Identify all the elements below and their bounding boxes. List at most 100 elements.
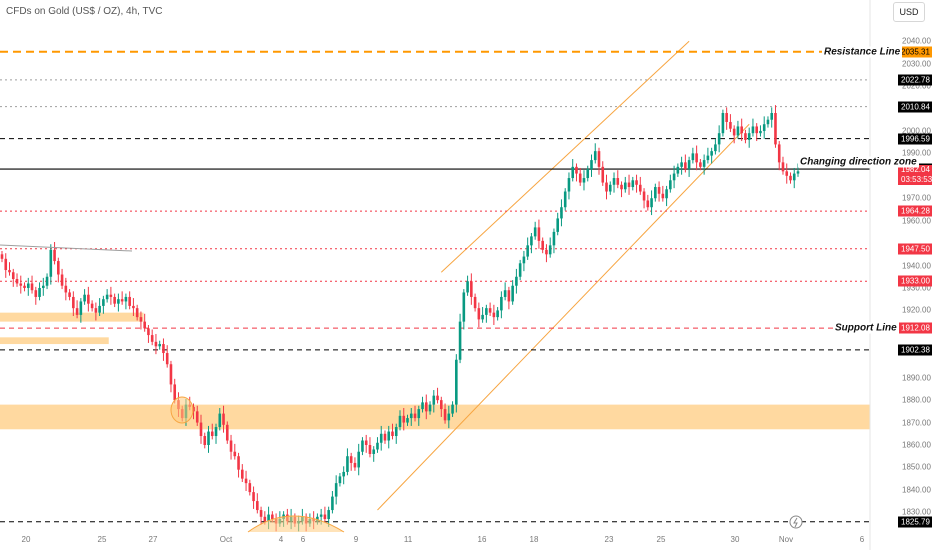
time-tick-5: 6 — [300, 535, 306, 544]
candle-body-8 — [30, 283, 34, 291]
price-tick-2040: 2040.00 — [902, 36, 931, 46]
candle-body-88 — [331, 496, 334, 511]
candle-body-113 — [424, 402, 428, 412]
currency-button[interactable]: USD — [893, 2, 925, 22]
candle-body-141 — [530, 236, 533, 246]
candle-body-150 — [563, 191, 567, 208]
candle-body-95 — [357, 451, 360, 468]
candle-body-164 — [616, 178, 620, 185]
time-tick-3: Oct — [219, 535, 233, 544]
candle-body-33 — [124, 296, 128, 302]
candle-body-126 — [473, 296, 477, 309]
candle-body-155 — [582, 178, 586, 183]
price-tick-2000: 2000.00 — [902, 126, 931, 136]
candle-body-168 — [631, 180, 635, 188]
candle-body-39 — [147, 328, 150, 336]
candle-body-7 — [26, 283, 30, 288]
time-tick-1: 25 — [97, 535, 107, 544]
candle-body-69 — [259, 510, 263, 517]
candle-body-28 — [105, 294, 109, 300]
candle-body-112 — [421, 402, 424, 410]
candle-body-30 — [113, 296, 116, 304]
candle-body-131 — [492, 312, 496, 318]
candle-body-117 — [440, 400, 443, 410]
candle-body-152 — [571, 166, 575, 179]
candle-body-156 — [586, 169, 590, 179]
candle-body-166 — [623, 182, 627, 190]
candle-body-194 — [729, 121, 732, 129]
candle-body-143 — [537, 227, 541, 241]
price-tick-1930: 1930.00 — [902, 283, 931, 293]
candle-body-195 — [732, 128, 736, 136]
candle-body-154 — [578, 173, 582, 183]
candle-body-159 — [597, 151, 601, 167]
candle-body-17 — [64, 285, 68, 293]
candle-body-187 — [702, 160, 706, 167]
candle-body-89 — [334, 483, 338, 497]
lightning-glyph — [793, 517, 798, 528]
candle-body-147 — [552, 231, 556, 246]
candle-body-106 — [398, 415, 402, 428]
price-tick-1960: 1960.00 — [902, 216, 931, 226]
candle-body-137 — [515, 276, 518, 286]
candle-body-34 — [128, 296, 131, 306]
candle-body-199 — [747, 133, 751, 140]
candle-body-191 — [717, 133, 721, 145]
candle-body-178 — [669, 180, 672, 190]
candle-body-139 — [522, 256, 526, 264]
lightning-icon — [789, 515, 803, 529]
price-tag-2010.84: 2010.84 — [898, 101, 932, 113]
highlight-circle-1 — [170, 396, 194, 424]
candle-body-135 — [507, 290, 511, 302]
candle-body-68 — [256, 501, 259, 511]
candle-body-111 — [417, 409, 421, 419]
candle-body-71 — [267, 514, 270, 522]
price-tick-1880: 1880.00 — [902, 395, 931, 405]
candle-body-119 — [447, 413, 451, 421]
candle-body-5 — [19, 283, 23, 286]
candle-body-182 — [684, 162, 687, 170]
candle-body-103 — [387, 431, 391, 441]
price-tag-2035.31: 2035.31 — [898, 46, 932, 58]
candle-body-114 — [428, 404, 432, 412]
candle-body-169 — [635, 180, 638, 185]
price-tick-1990: 1990.00 — [902, 148, 931, 158]
price-tick-1890: 1890.00 — [902, 373, 931, 383]
chart-title: CFDs on Gold (US$ / OZ), 4h, TVC — [6, 6, 163, 17]
price-tick-1830: 1830.00 — [902, 507, 931, 517]
candle-body-15 — [57, 261, 60, 275]
trend-channel — [377, 40, 750, 511]
candle-body-99 — [372, 449, 376, 454]
candle-body-130 — [488, 308, 492, 313]
candle-body-100 — [376, 442, 379, 450]
time-tick-6: 9 — [353, 535, 359, 544]
candle-body-122 — [458, 321, 462, 360]
candle-body-170 — [639, 184, 642, 192]
candle-body-91 — [342, 471, 345, 477]
time-tick-12: 30 — [730, 535, 740, 544]
candle-body-104 — [391, 431, 394, 437]
candle-body-197 — [740, 126, 743, 134]
candle-body-27 — [102, 299, 105, 306]
candle-body-173 — [650, 198, 653, 208]
candle-body-171 — [642, 191, 646, 201]
candle-body-35 — [132, 305, 135, 309]
candle-body-163 — [612, 178, 616, 185]
candle-body-172 — [646, 200, 650, 208]
candle-body-212 — [796, 171, 800, 174]
time-tick-4: 4 — [278, 535, 284, 544]
candle-body-93 — [349, 456, 353, 463]
candle-body-133 — [500, 296, 503, 311]
candle-body-128 — [481, 314, 484, 320]
annotation-resistance-line: Resistance Line — [822, 46, 903, 58]
candle-body-60 — [225, 424, 229, 441]
candle-body-109 — [409, 413, 413, 419]
candle-body-181 — [680, 162, 683, 167]
time-tick-8: 16 — [477, 535, 487, 544]
price-tag-1947.50: 1947.50 — [898, 243, 932, 255]
candle-body-116 — [436, 395, 439, 401]
time-tick-0: 20 — [21, 535, 31, 544]
candle-body-13 — [49, 249, 53, 277]
candle-body-153 — [575, 166, 578, 174]
